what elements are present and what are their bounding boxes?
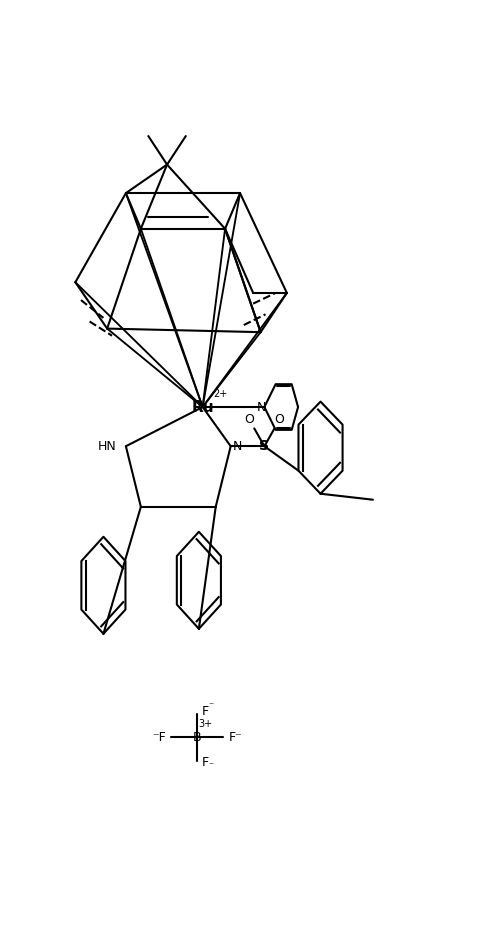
Text: N: N [233,440,242,453]
Text: B: B [193,731,201,744]
Text: 3+: 3+ [198,720,213,730]
Text: F: F [202,705,209,718]
Text: ⁻: ⁻ [208,702,213,711]
Text: F: F [202,757,209,770]
Text: O: O [274,413,284,426]
Text: HN: HN [98,440,116,453]
Text: S: S [259,439,270,453]
Text: ⁻F: ⁻F [152,731,166,744]
Text: ⁻: ⁻ [208,761,213,771]
Text: N: N [256,401,266,414]
Text: Ru: Ru [191,399,214,415]
Text: 2+: 2+ [213,389,227,399]
Text: O: O [244,413,255,426]
Text: F⁻: F⁻ [228,731,242,744]
